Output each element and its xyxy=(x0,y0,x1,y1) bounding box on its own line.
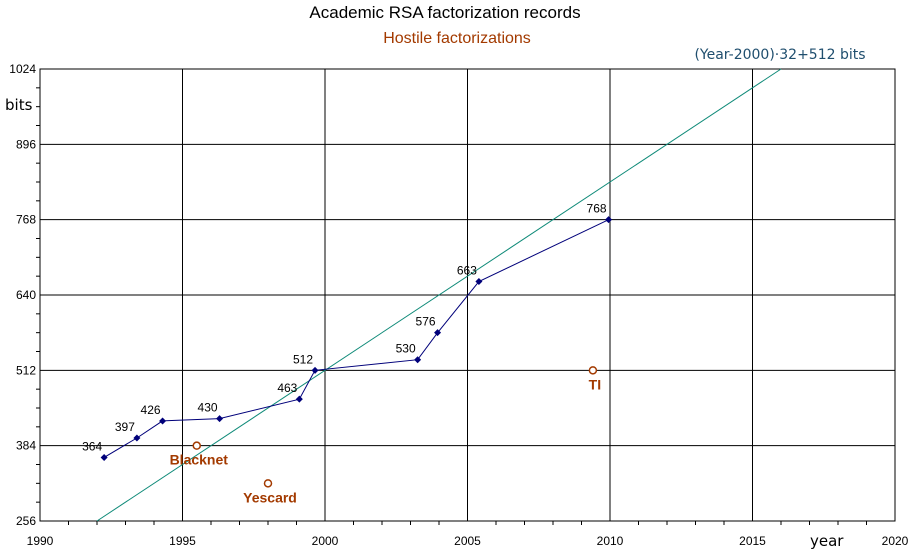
series-line xyxy=(103,219,609,458)
y-tick-label: 1024 xyxy=(9,62,36,76)
y-tick-label: 384 xyxy=(16,439,36,453)
y-axis-label: bits xyxy=(5,96,33,114)
x-axis-label: year xyxy=(810,532,844,550)
trend-line xyxy=(96,68,782,522)
hostile-label: TI xyxy=(589,376,601,392)
data-label: 576 xyxy=(416,315,436,329)
hostile-point xyxy=(192,441,201,450)
data-point xyxy=(295,395,303,403)
x-tick-label: 2020 xyxy=(882,534,909,548)
data-label: 530 xyxy=(396,342,416,356)
hostile-label: Blacknet xyxy=(170,452,229,468)
data-point xyxy=(475,277,483,285)
x-tick-label: 2010 xyxy=(597,534,624,548)
data-label: 397 xyxy=(115,420,135,434)
chart-subtitle: Hostile factorizations xyxy=(383,30,531,47)
chart-title: Academic RSA factorization records xyxy=(309,3,580,22)
trend-line-path xyxy=(96,68,782,522)
data-point xyxy=(605,216,613,224)
tick-labels: 1990 1995 2000 2005 2010 2015 2020 256 384 512 640… xyxy=(9,62,908,548)
data-point xyxy=(311,366,319,374)
data-label: 430 xyxy=(198,401,218,415)
y-tick-label: 256 xyxy=(16,514,36,528)
data-label: 463 xyxy=(277,381,297,395)
data-label: 663 xyxy=(457,263,477,277)
y-tick-label: 512 xyxy=(16,363,36,377)
x-tick-label: 1995 xyxy=(169,534,196,548)
y-tick-label: 896 xyxy=(16,137,36,151)
trend-line-label: (Year-2000)·32+512 bits xyxy=(694,47,865,63)
data-label: 768 xyxy=(587,202,607,216)
data-point xyxy=(216,415,224,423)
x-tick-label: 2005 xyxy=(454,534,481,548)
y-tick-label: 640 xyxy=(16,288,36,302)
data-point xyxy=(159,417,167,425)
hostile-point xyxy=(263,479,273,488)
grid xyxy=(36,68,896,525)
data-label: 512 xyxy=(293,352,313,366)
data-point xyxy=(100,453,108,461)
data-point xyxy=(133,434,141,442)
data-point xyxy=(434,329,442,337)
hostile-label: Yescard xyxy=(243,489,297,505)
hostile-point xyxy=(588,366,598,375)
data-point xyxy=(414,356,422,364)
data-label: 426 xyxy=(141,403,161,417)
hostile-factorizations: Blacknet Yescard TI xyxy=(170,366,601,505)
data-label: 364 xyxy=(82,439,102,453)
x-tick-label: 2015 xyxy=(739,534,766,548)
x-tick-label: 1990 xyxy=(27,534,54,548)
y-tick-label: 768 xyxy=(16,213,36,227)
x-tick-label: 2000 xyxy=(312,534,339,548)
